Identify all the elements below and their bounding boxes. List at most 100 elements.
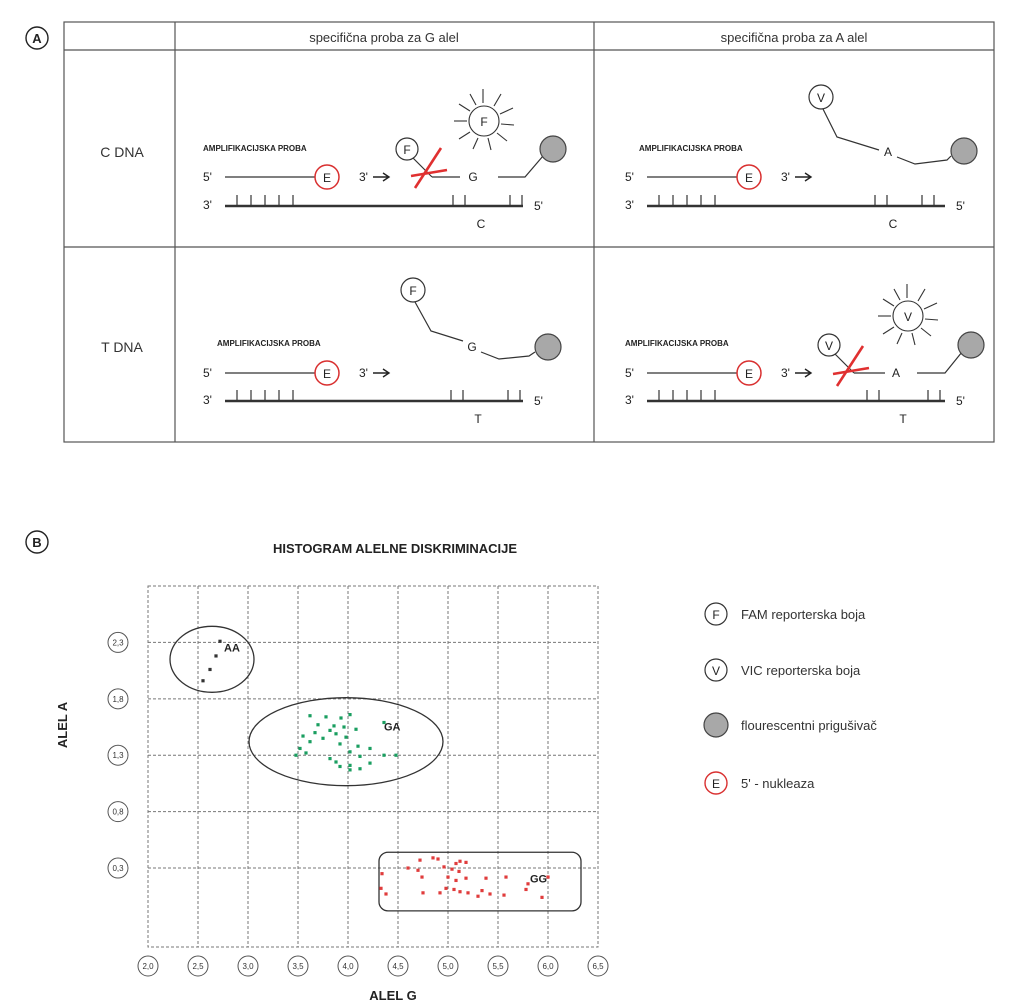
reporter-letter: F — [409, 284, 416, 298]
template-base: T — [474, 412, 482, 426]
legend-fam-text: FAM reporterska boja — [741, 607, 866, 622]
x-tick-label: 2,5 — [192, 962, 204, 971]
y-tick-label: 1,3 — [112, 751, 124, 760]
col-header-g: specifična proba za G alel — [309, 30, 459, 45]
data-point-gg — [546, 875, 550, 879]
data-point-ga — [344, 735, 348, 739]
data-point-ga — [368, 761, 372, 765]
legend-nuclease-symbol-icon — [704, 771, 728, 795]
legend-item-vic: V VIC reporterska boja — [704, 658, 861, 682]
template-3-label: 3' — [625, 198, 634, 212]
data-point-gg — [484, 876, 488, 880]
template-3-label: 3' — [203, 198, 212, 212]
template-5-label: 5' — [534, 394, 543, 408]
x-tick-label: 6,5 — [592, 962, 604, 971]
primer-5-label: 5' — [203, 170, 212, 184]
cluster-label-ga: GA — [384, 721, 401, 733]
data-point-gg — [379, 886, 383, 890]
fluorescent-reporter — [454, 89, 515, 151]
primer-3-label: 3' — [781, 170, 790, 184]
legend-item-quencher: flourescentni prigušivač — [703, 712, 877, 738]
data-point-gg — [452, 887, 456, 892]
y-tick-label: 0,8 — [112, 808, 124, 817]
data-point-ga — [348, 768, 352, 772]
data-point-gg — [526, 882, 530, 886]
data-point-gg — [488, 892, 492, 896]
data-point-ga — [304, 751, 308, 755]
panel-b-badge — [25, 530, 49, 554]
legend-fam-letter: F — [712, 608, 719, 622]
extension-arrow — [795, 368, 813, 378]
probe-base: A — [884, 145, 892, 159]
data-point-ga — [356, 744, 360, 748]
legend-item-nuclease: E 5' - nukleaza — [704, 771, 815, 795]
template-base: T — [899, 412, 907, 426]
fluorescent-reporter — [878, 284, 939, 346]
data-point-gg — [418, 858, 422, 862]
panel-a-label: A — [32, 31, 42, 46]
reporter-letter: V — [825, 339, 833, 353]
data-point-ga — [294, 753, 298, 757]
data-point-gg — [431, 856, 435, 860]
x-tick-badge — [287, 955, 309, 977]
cluster-label-gg: GG — [530, 874, 547, 886]
data-point-ga — [301, 734, 305, 738]
primer-5-label: 5' — [625, 366, 634, 380]
template-ticks — [658, 195, 935, 206]
data-point-gg — [502, 893, 506, 897]
data-point-ga — [313, 731, 317, 735]
y-axis-label: ALEL A — [55, 701, 70, 748]
data-point-ga — [334, 760, 338, 764]
data-point-gg — [380, 872, 384, 876]
data-point-ga — [348, 713, 352, 717]
data-point-gg — [464, 860, 468, 864]
amp-label: AMPLIFIKACIJSKA PROBA — [217, 339, 321, 348]
x-tick-badge — [337, 955, 359, 977]
legend-quencher-text: flourescentni prigušivač — [741, 718, 877, 733]
reporter-letter: V — [817, 91, 825, 105]
row-label-c-dna: C DNA — [100, 144, 144, 160]
data-point-gg — [446, 875, 450, 879]
y-tick-badge — [107, 744, 129, 766]
data-point-gg — [438, 891, 442, 895]
legend: F FAM reporterska boja V VIC reporterska… — [703, 602, 877, 795]
data-point-gg — [421, 891, 425, 895]
col-header-a: specifična proba za A alel — [721, 30, 868, 45]
data-point-ga — [394, 753, 398, 757]
legend-vic-letter: V — [712, 664, 720, 678]
row-label-t-dna: T DNA — [101, 339, 143, 355]
data-point-gg — [464, 876, 468, 880]
data-point-ga — [334, 732, 338, 736]
data-point-gg — [442, 865, 446, 869]
reporter-circle — [400, 277, 426, 303]
panel-a-table — [63, 21, 995, 443]
legend-nuclease-text: 5' - nukleaza — [741, 776, 815, 791]
data-point-gg — [450, 867, 454, 871]
x-tick-label: 3,0 — [242, 962, 254, 971]
x-tick-badge — [187, 955, 209, 977]
template-ticks — [658, 390, 941, 401]
data-point-ga — [348, 750, 352, 754]
x-tick-badge — [437, 955, 459, 977]
data-point-ga — [308, 714, 312, 718]
x-tick-label: 3,5 — [292, 962, 304, 971]
amp-label: AMPLIFIKACIJSKA PROBA — [203, 144, 307, 153]
panel-b: B HISTOGRAM ALELNE DISKRIMINACIJE ALEL A… — [25, 530, 877, 1003]
quencher-circle — [950, 137, 978, 165]
data-point-aa — [208, 667, 212, 672]
template-3-label: 3' — [625, 393, 634, 407]
nuclease-circle — [736, 360, 762, 386]
legend-vic-symbol-icon — [704, 658, 728, 682]
cell-c-a: AMPLIFIKACIJSKA PROBA 5' E 3' 3' 5' C V … — [625, 84, 978, 231]
template-5-label: 5' — [956, 199, 965, 213]
probe-base: G — [468, 170, 477, 184]
panel-b-label: B — [32, 535, 41, 550]
x-tick-label: 2,0 — [142, 962, 154, 971]
y-tick-badge — [107, 688, 129, 710]
quencher-circle — [539, 135, 567, 163]
x-axis-label: ALEL G — [369, 988, 416, 1003]
cleavage-mark — [410, 147, 448, 189]
x-tick-badge — [237, 955, 259, 977]
legend-vic-text: VIC reporterska boja — [741, 663, 861, 678]
panel-a-badge — [25, 26, 49, 50]
